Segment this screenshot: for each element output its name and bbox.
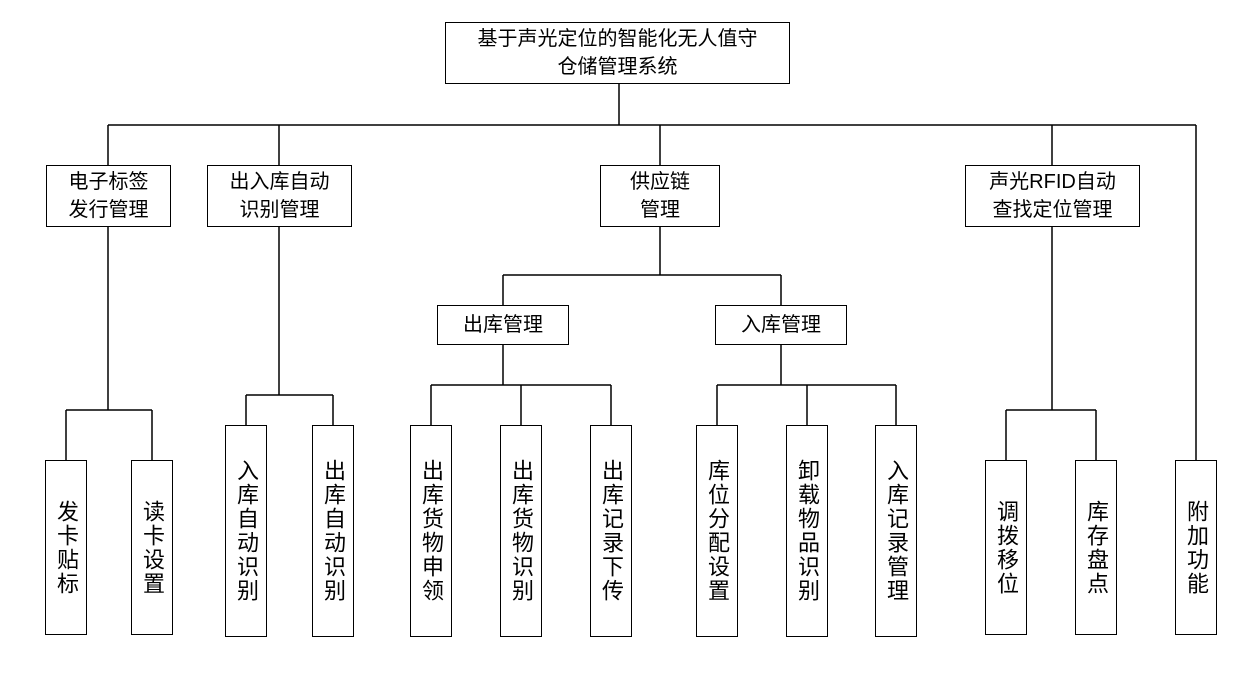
leaf-10-label: 入库记录管理: [885, 459, 907, 603]
node-etag: 电子标签 发行管理: [46, 165, 171, 227]
rfid-line2: 查找定位管理: [992, 199, 1112, 221]
node-outbound: 出库管理: [437, 305, 569, 345]
leaf-5-label: 出库货物申领: [420, 459, 442, 603]
root-line1: 基于声光定位的智能化无人值守: [478, 28, 758, 50]
leaf-loc-alloc: 库位分配设置: [696, 425, 738, 637]
leaf-card-read: 读卡设置: [131, 460, 173, 635]
leaf-8-label: 库位分配设置: [706, 459, 728, 603]
root-line2: 仓储管理系统: [558, 56, 678, 78]
leaf-in-auto: 入库自动识别: [225, 425, 267, 637]
inbound-label: 入库管理: [741, 311, 821, 339]
node-rfid: 声光RFID自动 查找定位管理: [965, 165, 1140, 227]
leaf-card-issue: 发卡贴标: [45, 460, 87, 635]
supply-line2: 管理: [640, 199, 680, 221]
inout-line1: 出入库自动: [230, 171, 330, 193]
supply-line1: 供应链: [630, 171, 690, 193]
node-inout: 出入库自动 识别管理: [207, 165, 352, 227]
leaf-12-label: 库存盘点: [1085, 500, 1107, 596]
leaf-transfer: 调拨移位: [985, 460, 1027, 635]
leaf-3-label: 入库自动识别: [235, 459, 257, 603]
leaf-2-label: 读卡设置: [141, 500, 163, 596]
leaf-unload-ident: 卸载物品识别: [786, 425, 828, 637]
leaf-7-label: 出库记录下传: [600, 459, 622, 603]
node-supply: 供应链 管理: [600, 165, 720, 227]
leaf-out-apply: 出库货物申领: [410, 425, 452, 637]
etag-line2: 发行管理: [69, 199, 149, 221]
leaf-out-auto: 出库自动识别: [312, 425, 354, 637]
outbound-label: 出库管理: [463, 311, 543, 339]
root-node: 基于声光定位的智能化无人值守 仓储管理系统: [445, 22, 790, 84]
inout-line2: 识别管理: [240, 199, 320, 221]
leaf-6-label: 出库货物识别: [510, 459, 532, 603]
node-inbound: 入库管理: [715, 305, 847, 345]
leaf-in-record: 入库记录管理: [875, 425, 917, 637]
leaf-extra: 附加功能: [1175, 460, 1217, 635]
leaf-13-label: 附加功能: [1185, 500, 1207, 596]
leaf-out-ident: 出库货物识别: [500, 425, 542, 637]
leaf-9-label: 卸载物品识别: [796, 459, 818, 603]
rfid-line1: 声光RFID自动: [989, 171, 1116, 193]
etag-line1: 电子标签: [69, 171, 149, 193]
leaf-4-label: 出库自动识别: [322, 459, 344, 603]
leaf-1-label: 发卡贴标: [55, 500, 77, 596]
leaf-out-record: 出库记录下传: [590, 425, 632, 637]
leaf-11-label: 调拨移位: [995, 500, 1017, 596]
leaf-inventory: 库存盘点: [1075, 460, 1117, 635]
